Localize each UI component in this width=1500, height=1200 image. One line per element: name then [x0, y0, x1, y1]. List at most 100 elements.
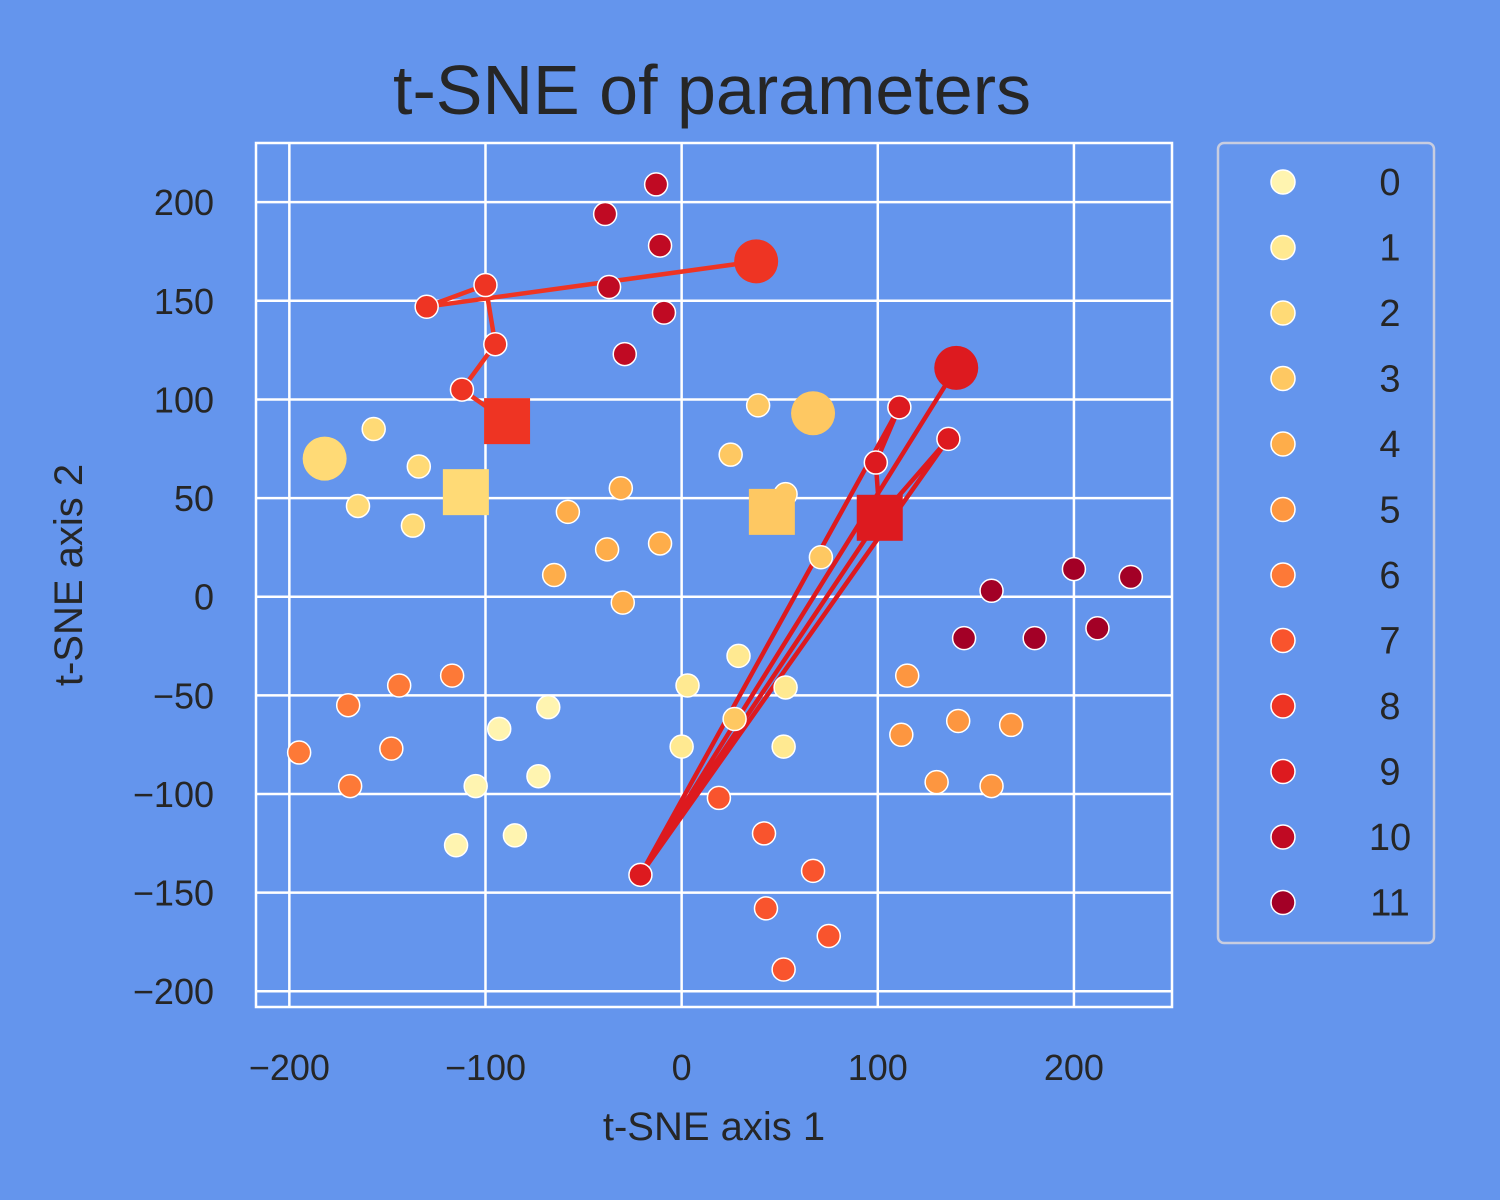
scatter-points — [286, 172, 1144, 982]
x-tick-label: 0 — [672, 1047, 692, 1088]
point-cluster-9 — [936, 426, 961, 452]
legend-box — [1216, 141, 1436, 945]
legend-marker — [1270, 431, 1296, 457]
x-axis-label: t-SNE axis 1 — [603, 1105, 825, 1149]
point-cluster-7 — [706, 785, 732, 811]
legend-marker — [1270, 889, 1296, 916]
legend-marker — [1270, 496, 1296, 523]
point-cluster-4 — [608, 475, 634, 501]
point-cluster-3 — [745, 393, 771, 418]
y-axis-ticks: −200 −150 −100 −50 0 50 100 150 200 — [133, 182, 214, 1012]
legend-label: 0 — [1379, 162, 1400, 204]
trajectory-end-marker-8 — [484, 398, 531, 445]
legend-marker — [1270, 758, 1296, 785]
point-cluster-11 — [1085, 616, 1110, 641]
point-cluster-11 — [1118, 564, 1144, 590]
legend-label: 3 — [1379, 359, 1400, 401]
point-cluster-10 — [596, 274, 622, 300]
point-cluster-0 — [486, 716, 512, 742]
point-cluster-1 — [771, 734, 796, 759]
trajectory-end-marker-2 — [442, 469, 489, 516]
point-cluster-4 — [610, 590, 636, 615]
point-cluster-9 — [863, 450, 889, 475]
trajectory-start-marker-8 — [734, 239, 779, 284]
point-cluster-8 — [473, 272, 498, 298]
point-cluster-10 — [647, 233, 673, 258]
x-axis-ticks: −200 −100 0 100 200 — [249, 1047, 1104, 1088]
legend-label: 11 — [1370, 883, 1409, 925]
point-cluster-3 — [718, 442, 743, 467]
point-cluster-7 — [771, 957, 796, 982]
legend-marker — [1270, 234, 1296, 261]
x-tick-label: −100 — [445, 1047, 526, 1088]
legend: 0 1 2 3 4 5 6 7 8 9 10 11 — [1216, 141, 1436, 945]
point-cluster-6 — [335, 692, 361, 718]
point-cluster-3 — [722, 706, 747, 732]
point-cluster-1 — [669, 734, 694, 759]
legend-label: 1 — [1379, 228, 1400, 270]
point-cluster-7 — [800, 858, 826, 884]
point-cluster-0 — [443, 832, 469, 858]
point-cluster-4 — [594, 537, 620, 562]
y-tick-label: 0 — [194, 577, 214, 618]
trajectory-start-marker-9 — [934, 345, 979, 390]
y-tick-label: 200 — [154, 182, 214, 223]
x-tick-label: 100 — [848, 1047, 908, 1088]
point-cluster-2 — [400, 513, 426, 538]
plot-frame — [254, 141, 1174, 1009]
point-cluster-0 — [526, 763, 551, 789]
trajectory-start-marker-3 — [791, 391, 836, 436]
legend-marker — [1270, 169, 1296, 195]
y-tick-label: −150 — [133, 873, 214, 914]
legend-label: 5 — [1379, 490, 1400, 532]
point-cluster-10 — [643, 172, 669, 197]
legend-marker — [1270, 693, 1296, 719]
legend-marker — [1270, 824, 1296, 850]
y-tick-label: −100 — [133, 774, 214, 815]
grid-lines — [256, 143, 1172, 1007]
point-cluster-11 — [951, 625, 977, 651]
plot-area — [254, 141, 1174, 1009]
point-cluster-9 — [887, 395, 912, 420]
point-cluster-9 — [628, 862, 653, 888]
point-cluster-10 — [592, 201, 618, 227]
point-cluster-7 — [816, 923, 841, 949]
point-cluster-1 — [726, 643, 751, 669]
point-cluster-0 — [536, 694, 561, 720]
point-cluster-5 — [979, 773, 1004, 799]
y-tick-label: −200 — [133, 971, 214, 1012]
point-cluster-0 — [502, 823, 528, 848]
legend-label: 2 — [1379, 293, 1400, 335]
legend-label: 6 — [1379, 555, 1400, 597]
point-cluster-0 — [463, 773, 488, 799]
point-cluster-10 — [651, 300, 677, 325]
y-tick-label: 100 — [154, 379, 214, 420]
legend-marker — [1270, 627, 1296, 654]
legend-label: 7 — [1379, 621, 1400, 663]
chart-title: t-SNE of parameters — [393, 51, 1031, 129]
point-cluster-7 — [751, 821, 777, 846]
point-cluster-2 — [361, 416, 386, 442]
trajectory-start-marker-2 — [302, 436, 347, 481]
point-cluster-5 — [945, 708, 971, 734]
point-cluster-1 — [773, 675, 798, 700]
y-tick-label: 50 — [174, 478, 214, 519]
point-cluster-7 — [753, 896, 779, 921]
trajectory-end-marker-3 — [748, 488, 795, 535]
point-cluster-1 — [675, 673, 700, 698]
point-cluster-5 — [889, 722, 914, 748]
legend-marker — [1270, 300, 1296, 326]
y-tick-label: 150 — [154, 281, 214, 322]
point-cluster-6 — [379, 736, 404, 761]
legend-label: 9 — [1379, 752, 1400, 794]
point-cluster-11 — [1061, 556, 1087, 582]
x-tick-label: −200 — [249, 1047, 330, 1088]
point-cluster-8 — [449, 377, 475, 402]
point-cluster-5 — [894, 663, 920, 688]
point-cluster-8 — [414, 294, 439, 319]
point-cluster-6 — [286, 740, 312, 765]
point-cluster-4 — [555, 499, 581, 525]
point-cluster-11 — [979, 578, 1004, 604]
legend-label: 10 — [1369, 817, 1411, 859]
